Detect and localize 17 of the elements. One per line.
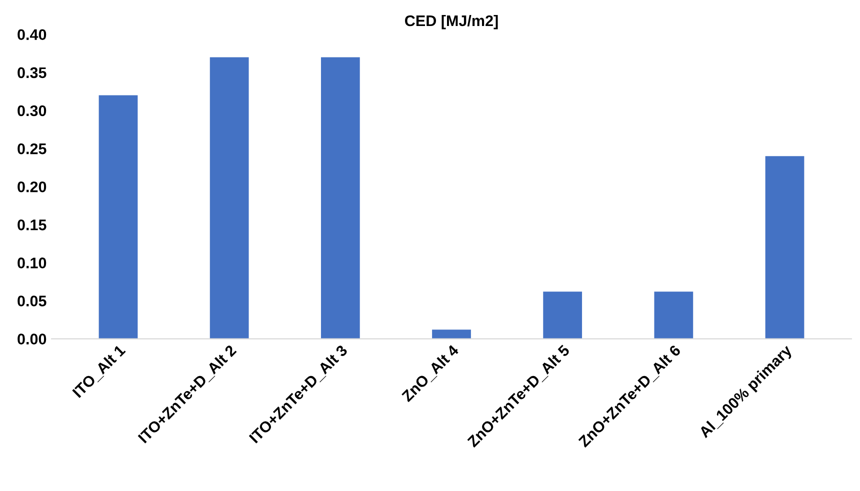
y-tick-label: 0.25	[18, 143, 46, 154]
y-tick-label: 0.00	[18, 334, 46, 344]
y-tick-label: 0.15	[18, 220, 46, 230]
y-tick-label: 0.30	[18, 105, 46, 116]
bar	[210, 57, 249, 339]
bar	[432, 330, 471, 339]
bar	[320, 57, 360, 339]
bar	[654, 292, 694, 339]
y-tick-label: 0.10	[18, 258, 46, 268]
chart-title: CED [MJ/m2]	[405, 14, 498, 30]
bar	[98, 95, 138, 339]
y-tick-label: 0.20	[18, 181, 46, 192]
y-tick-label: 0.05	[18, 296, 46, 306]
y-tick-label: 0.35	[18, 67, 46, 78]
bar	[543, 292, 582, 339]
y-tick-label: 0.40	[18, 29, 46, 40]
bar	[765, 156, 804, 339]
